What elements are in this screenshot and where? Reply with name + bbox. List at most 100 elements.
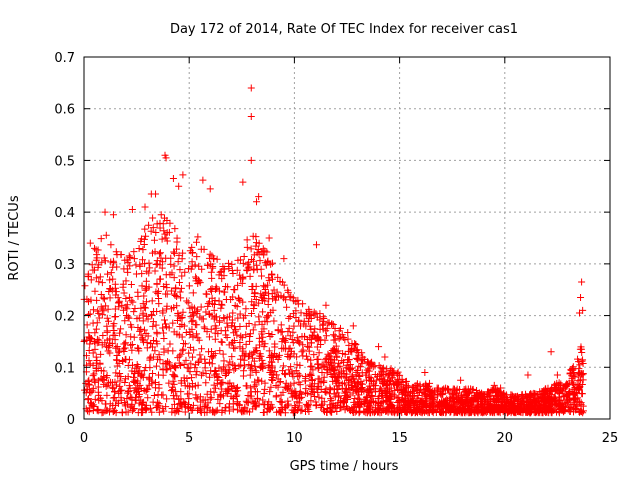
data-point xyxy=(350,344,358,352)
data-point xyxy=(351,340,359,348)
data-point xyxy=(239,347,247,355)
data-point xyxy=(162,234,170,242)
data-point xyxy=(282,345,290,353)
data-point xyxy=(348,364,356,372)
data-point xyxy=(139,398,147,406)
data-point xyxy=(102,382,110,390)
data-point xyxy=(243,267,251,275)
data-point xyxy=(120,347,128,355)
data-point xyxy=(283,384,291,392)
data-point xyxy=(148,297,156,305)
data-point xyxy=(327,395,335,403)
data-point xyxy=(207,268,215,276)
data-point xyxy=(389,369,397,377)
data-point xyxy=(547,348,555,356)
data-point xyxy=(408,396,416,404)
data-point xyxy=(207,393,215,401)
data-point xyxy=(140,367,148,375)
data-point xyxy=(97,291,105,299)
data-point xyxy=(236,310,244,318)
data-point xyxy=(127,333,135,341)
data-point xyxy=(252,403,260,411)
data-point xyxy=(576,376,584,384)
data-point xyxy=(97,374,105,382)
data-point xyxy=(328,346,336,354)
data-point xyxy=(364,399,372,407)
data-point xyxy=(103,327,111,335)
data-point xyxy=(279,388,287,396)
data-point xyxy=(440,398,448,406)
data-point xyxy=(411,409,419,417)
data-point xyxy=(193,321,201,329)
data-point xyxy=(231,286,239,294)
data-point xyxy=(377,364,385,372)
data-point xyxy=(91,395,99,403)
data-point xyxy=(215,297,223,305)
data-point xyxy=(218,301,226,309)
data-point xyxy=(338,357,346,365)
data-point xyxy=(120,289,128,297)
data-point xyxy=(358,385,366,393)
data-point xyxy=(315,364,323,372)
data-point xyxy=(291,409,299,417)
data-point xyxy=(173,245,181,253)
data-point xyxy=(84,396,92,404)
data-point xyxy=(236,256,244,264)
data-point xyxy=(238,279,246,287)
data-point xyxy=(95,338,103,346)
data-point xyxy=(171,225,179,233)
data-point xyxy=(486,408,494,416)
data-point xyxy=(167,364,175,372)
data-point xyxy=(91,339,99,347)
data-point xyxy=(90,338,98,346)
data-point xyxy=(178,272,186,280)
y-tick-label: 0.7 xyxy=(54,51,75,66)
data-point xyxy=(296,361,304,369)
data-point xyxy=(106,349,114,357)
data-point xyxy=(294,373,302,381)
data-point xyxy=(334,386,342,394)
data-point xyxy=(467,385,475,393)
data-point xyxy=(251,388,259,396)
data-point xyxy=(162,366,170,374)
data-point xyxy=(542,385,550,393)
data-point xyxy=(321,356,329,364)
data-point xyxy=(229,309,237,317)
data-point xyxy=(98,341,106,349)
data-point xyxy=(198,265,206,273)
data-point xyxy=(470,401,478,409)
data-point xyxy=(551,399,559,407)
data-point xyxy=(268,259,276,267)
data-point xyxy=(471,395,479,403)
data-point xyxy=(307,356,315,364)
data-point xyxy=(223,313,231,321)
data-point xyxy=(287,347,295,355)
data-point xyxy=(366,385,374,393)
data-point xyxy=(339,349,347,357)
data-point xyxy=(167,387,175,395)
data-point xyxy=(328,320,336,328)
data-point xyxy=(351,341,359,349)
data-point xyxy=(319,320,327,328)
data-point xyxy=(118,301,126,309)
data-point xyxy=(511,394,519,402)
data-point xyxy=(148,311,156,319)
data-point xyxy=(149,214,157,222)
data-point xyxy=(128,206,136,214)
data-point xyxy=(120,265,128,273)
data-point xyxy=(150,236,158,244)
data-point xyxy=(272,296,280,304)
data-point xyxy=(143,344,151,352)
data-point xyxy=(306,381,314,389)
data-point xyxy=(252,381,260,389)
data-point xyxy=(335,335,343,343)
data-point xyxy=(434,384,442,392)
data-point xyxy=(97,303,105,311)
data-point xyxy=(278,398,286,406)
data-point xyxy=(89,319,97,327)
data-point xyxy=(375,343,383,351)
data-point xyxy=(153,280,161,288)
data-point xyxy=(197,398,205,406)
data-point xyxy=(177,395,185,403)
